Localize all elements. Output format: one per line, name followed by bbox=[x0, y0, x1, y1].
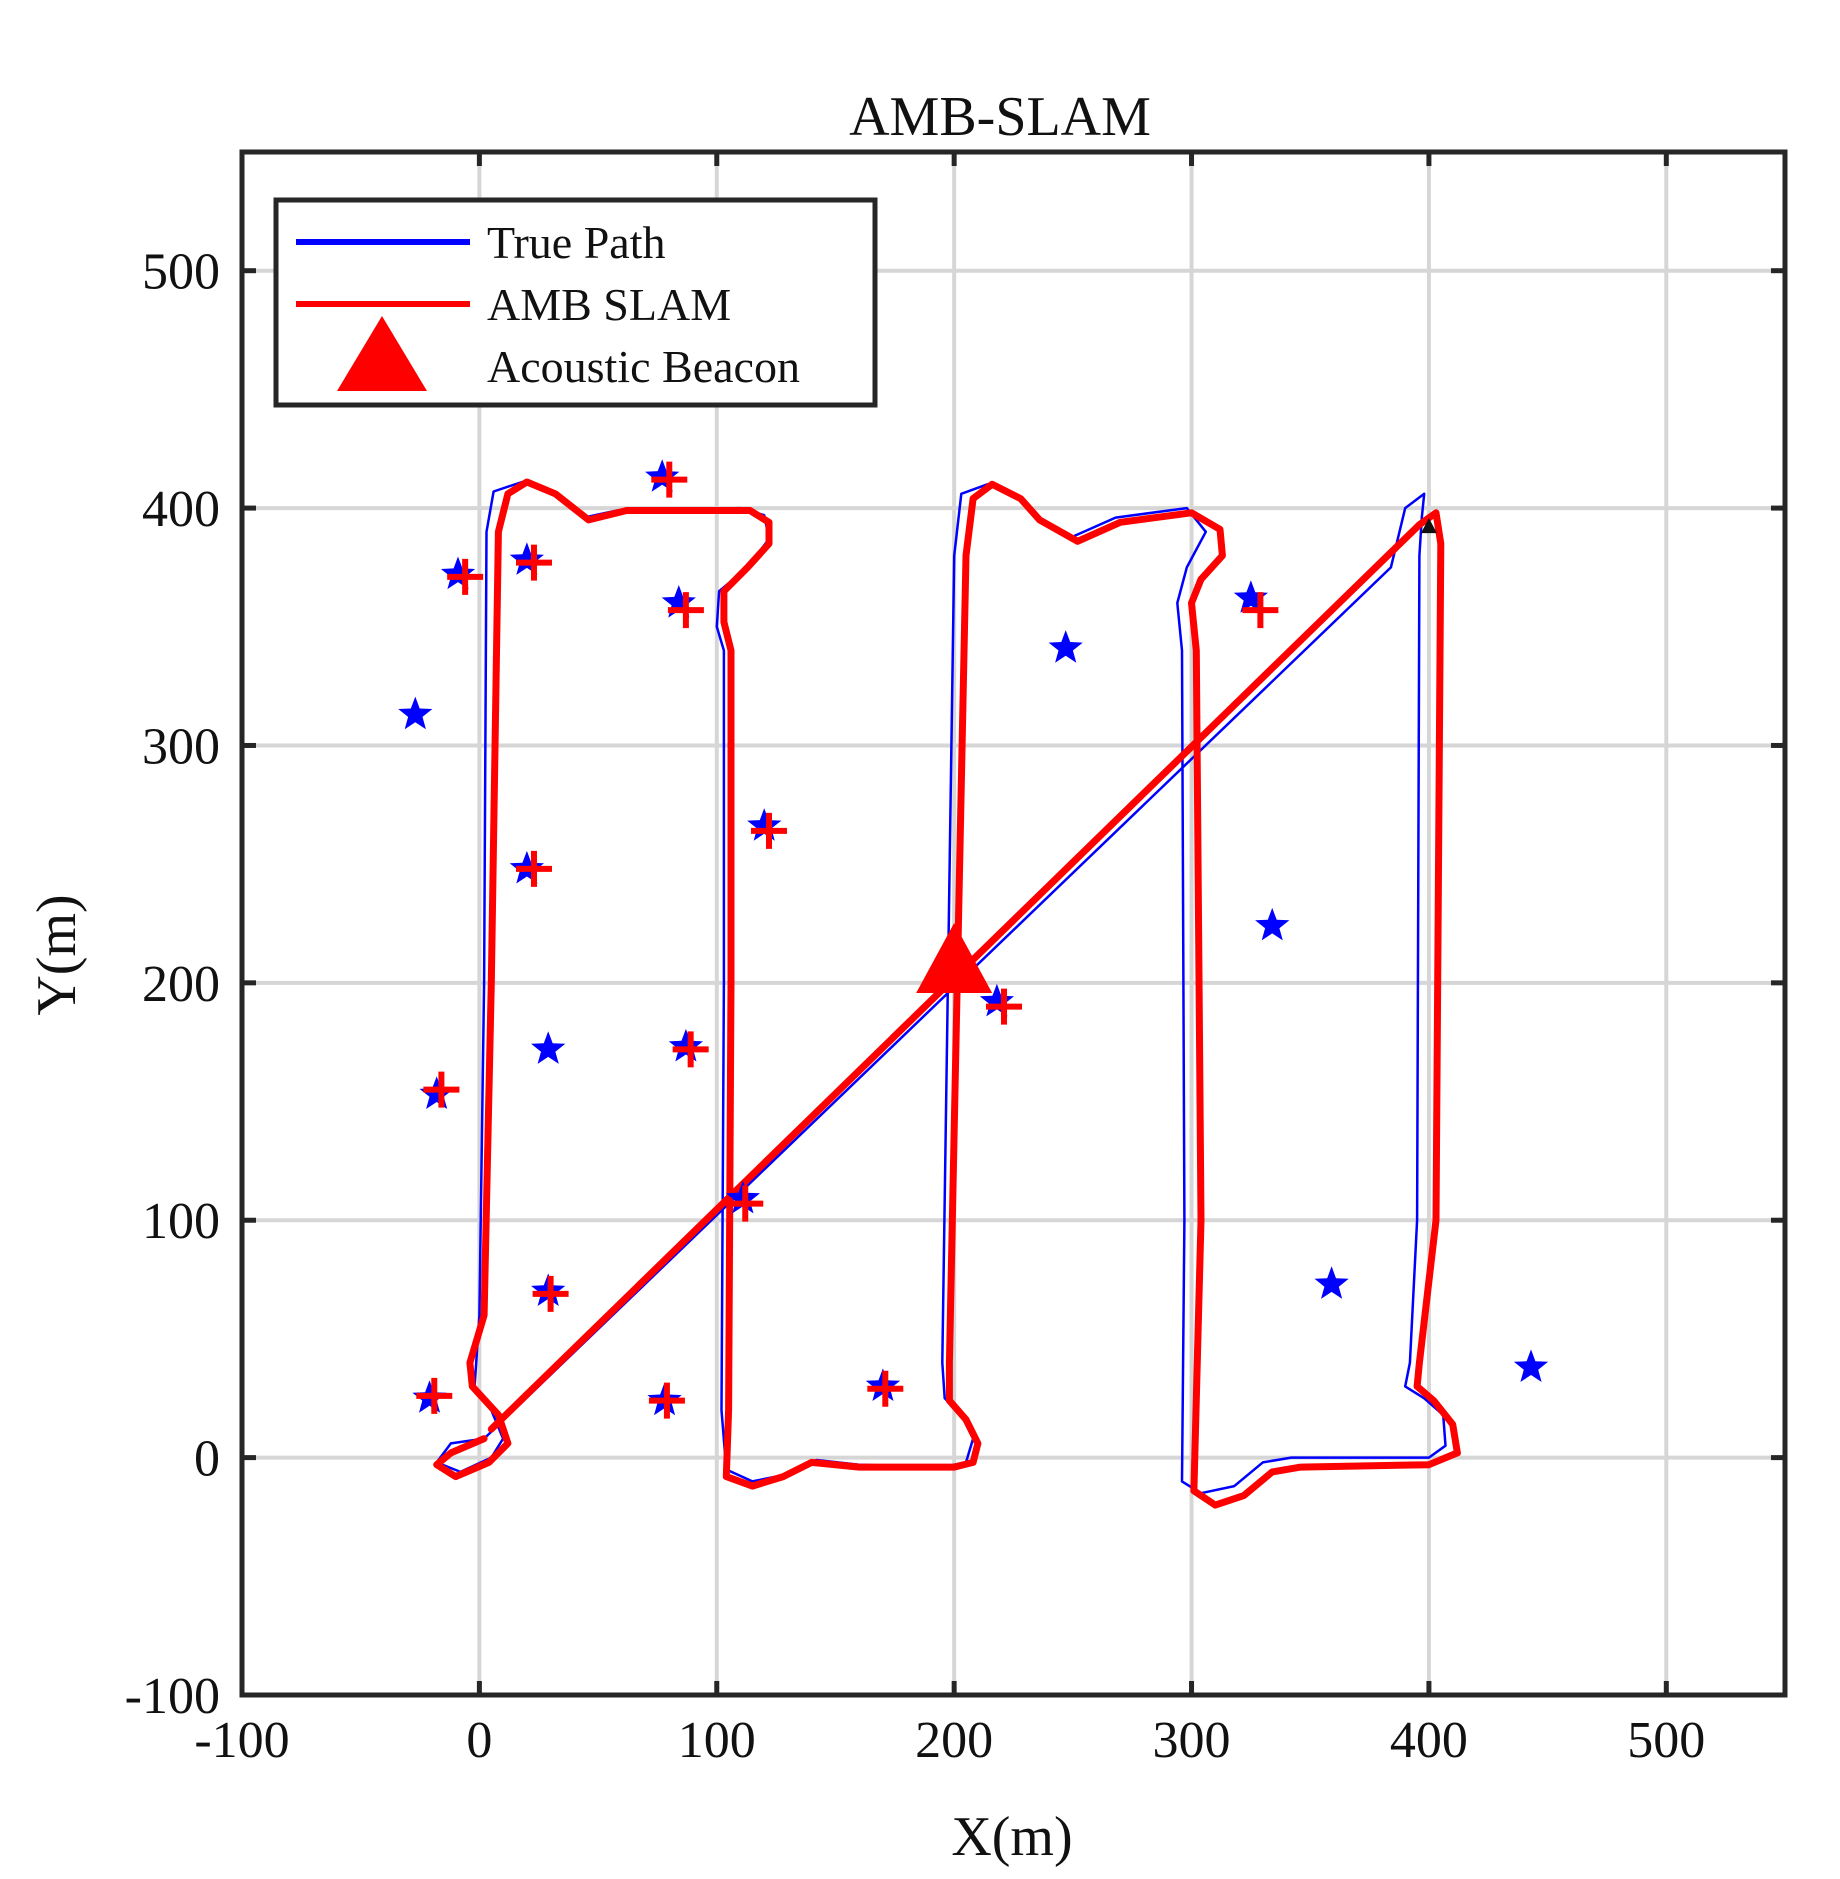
y-tick-label: 100 bbox=[142, 1193, 220, 1250]
y-tick-label: 0 bbox=[194, 1431, 220, 1488]
paths-layer bbox=[433, 478, 1461, 1509]
x-tick-label: 200 bbox=[915, 1712, 993, 1769]
axes-box bbox=[239, 149, 1788, 1698]
landmark-estimate-point bbox=[867, 1370, 904, 1407]
chart-title: AMB-SLAM bbox=[849, 86, 1151, 148]
landmark-true-point bbox=[1513, 1349, 1549, 1382]
landmark-estimate-point bbox=[986, 988, 1023, 1025]
landmark-true-point bbox=[661, 585, 696, 618]
legend-label-true-path: True Path bbox=[487, 217, 666, 268]
x-tick-label: 0 bbox=[466, 1712, 492, 1769]
landmark-true-point bbox=[531, 1031, 566, 1064]
landmark-estimate-point bbox=[672, 1031, 709, 1068]
x-tick-label: 100 bbox=[678, 1712, 756, 1769]
landmark-estimate-point bbox=[667, 592, 704, 629]
landmark-estimate-point bbox=[651, 461, 688, 498]
legend-swatch-acoustic-beacon bbox=[337, 316, 427, 391]
y-axis-label: Y(m) bbox=[26, 894, 88, 1015]
series-line-amb-slam bbox=[433, 478, 1461, 1509]
landmark-estimate-point bbox=[423, 1071, 460, 1108]
x-tick-label: 400 bbox=[1390, 1712, 1468, 1769]
y-tick-label: 400 bbox=[142, 481, 220, 538]
landmark-true-point bbox=[419, 1076, 454, 1109]
acoustic-beacon-marker bbox=[916, 922, 993, 993]
landmark-true-point bbox=[645, 459, 680, 492]
x-tick-label: -100 bbox=[194, 1712, 289, 1769]
landmark-estimate-point bbox=[750, 812, 787, 849]
legend-label-acoustic-beacon: Acoustic Beacon bbox=[487, 341, 800, 392]
landmark-true-point bbox=[668, 1028, 703, 1062]
landmark-true-point bbox=[1233, 580, 1268, 613]
landmark-true-point bbox=[1314, 1266, 1349, 1299]
landmark-estimate-point bbox=[416, 1377, 453, 1414]
landmark-true-point bbox=[979, 983, 1014, 1017]
landmark-true-point bbox=[747, 808, 782, 841]
x-tick-label: 500 bbox=[1627, 1712, 1705, 1769]
legend-label-amb-slam: AMB SLAM bbox=[487, 279, 731, 330]
landmark-true-point bbox=[398, 696, 433, 730]
landmark-true-point bbox=[1255, 907, 1290, 941]
ticks-layer: -100 0 100 200 300 400 500 -100 0 100 200 300 400 500 bbox=[125, 152, 1785, 1769]
y-tick-label: 500 bbox=[142, 244, 220, 301]
landmark-estimate-point bbox=[1242, 592, 1279, 629]
landmark-estimate-point bbox=[532, 1275, 569, 1312]
landmark-estimate-point bbox=[447, 558, 484, 595]
landmark-true-point bbox=[509, 542, 544, 575]
markers-layer bbox=[398, 459, 1549, 1419]
landmark-estimate-point bbox=[515, 850, 552, 887]
axes-frame bbox=[239, 149, 1788, 1698]
small-beacon-marker bbox=[1420, 518, 1437, 534]
landmark-estimate-point bbox=[515, 544, 552, 581]
x-axis-label: X(m) bbox=[951, 1806, 1072, 1868]
landmark-estimate-point bbox=[727, 1185, 764, 1222]
landmark-estimate-point bbox=[648, 1382, 685, 1419]
y-tick-label: 200 bbox=[142, 956, 220, 1013]
y-tick-label: -100 bbox=[125, 1668, 220, 1725]
landmark-true-point bbox=[1048, 630, 1083, 663]
y-tick-label: 300 bbox=[142, 718, 220, 775]
landmark-true-point bbox=[440, 556, 476, 590]
legend: True Path AMB SLAM Acoustic Beacon bbox=[273, 197, 878, 408]
x-tick-label: 300 bbox=[1153, 1712, 1231, 1769]
